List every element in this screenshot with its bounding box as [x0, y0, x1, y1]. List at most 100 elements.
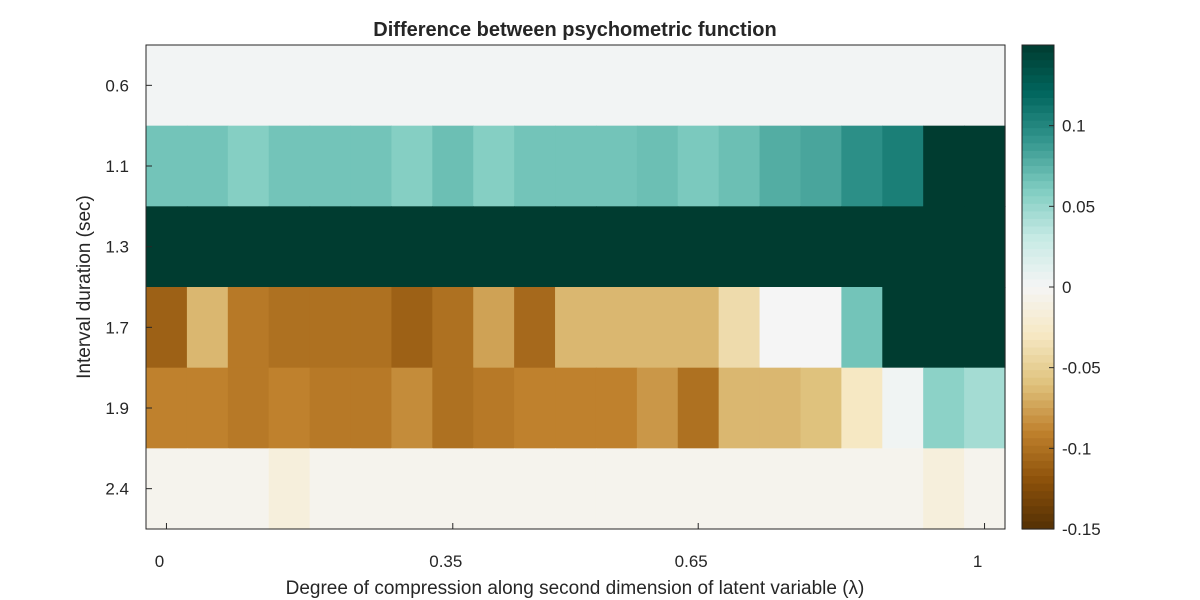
colorbar-tick-label: 0.05	[1062, 197, 1095, 216]
heatmap-cell	[636, 45, 679, 127]
colorbar-segment	[1022, 491, 1054, 500]
heatmap-cell	[718, 287, 761, 369]
heatmap-cell	[432, 206, 474, 288]
colorbar-segment	[1022, 430, 1054, 439]
colorbar-tick-label: -0.05	[1062, 359, 1101, 378]
colorbar-segment	[1022, 392, 1054, 402]
heatmap-cell	[841, 448, 883, 530]
colorbar-segment	[1022, 468, 1054, 477]
heatmap-cell	[555, 206, 597, 288]
heatmap-cell	[759, 448, 802, 530]
heatmap-cell	[882, 367, 924, 449]
heatmap-cell	[473, 45, 515, 127]
heatmap-cell	[227, 287, 270, 369]
heatmap-cell	[595, 287, 638, 369]
heatmap-cell	[186, 206, 229, 288]
heatmap-cell	[432, 45, 474, 127]
colorbar-segment	[1022, 377, 1054, 386]
colorbar-segment	[1022, 513, 1054, 523]
colorbar-segment	[1022, 90, 1054, 99]
heatmap-cell	[227, 367, 270, 449]
y-axis-ticks: 0.6 1.1 1.3 1.7 1.9 2.4	[105, 76, 152, 499]
heatmap-cell	[677, 45, 720, 127]
heatmap-cell	[514, 45, 556, 127]
colorbar-segment	[1022, 143, 1054, 152]
heatmap-cell	[391, 448, 433, 530]
heatmap-cell	[350, 45, 393, 127]
heatmap-cell	[964, 125, 1006, 207]
heatmap-cell	[432, 448, 474, 530]
heatmap-cell	[759, 206, 802, 288]
heatmap-cell	[800, 125, 842, 207]
heatmap-cell	[268, 448, 311, 530]
colorbar-segment	[1022, 400, 1054, 409]
heatmap-cell	[514, 287, 556, 369]
heatmap-cell	[800, 367, 842, 449]
heatmap-cell	[882, 125, 924, 207]
heatmap-cell	[555, 367, 597, 449]
heatmap-cell	[636, 448, 679, 530]
heatmap-cell	[636, 125, 679, 207]
y-tick-label: 0.6	[105, 76, 129, 95]
colorbar-segment	[1022, 309, 1054, 318]
heatmap-cell	[759, 125, 802, 207]
colorbar-segment	[1022, 113, 1054, 122]
heatmap-cell	[350, 448, 393, 530]
heatmap-cell	[186, 287, 229, 369]
heatmap-cell	[923, 448, 965, 530]
heatmap-cell	[964, 448, 1006, 530]
y-tick-label: 1.1	[105, 157, 129, 176]
colorbar-segment	[1022, 97, 1054, 107]
heatmap-cell	[800, 448, 842, 530]
heatmap-cell	[964, 367, 1006, 449]
heatmap-cell	[473, 448, 515, 530]
colorbar-segment	[1022, 218, 1054, 228]
heatmap-cell	[350, 206, 393, 288]
colorbar-segment	[1022, 249, 1054, 258]
heatmap-cell	[432, 287, 474, 369]
colorbar-segment	[1022, 423, 1054, 432]
colorbar-tick-label: -0.1	[1062, 439, 1091, 458]
heatmap-cell	[800, 45, 842, 127]
heatmap-cell	[309, 367, 352, 449]
colorbar-segment	[1022, 279, 1054, 288]
heatmap-cell	[595, 367, 638, 449]
heatmap-cell	[473, 206, 515, 288]
plot-area-border	[145, 44, 1006, 530]
heatmap-cell	[555, 287, 597, 369]
heatmap-cell	[186, 367, 229, 449]
colorbar-segment	[1022, 52, 1054, 61]
colorbar-segment	[1022, 67, 1054, 76]
colorbar-segment	[1022, 385, 1054, 394]
heatmap-cell	[841, 206, 883, 288]
colorbar-segment	[1022, 105, 1054, 114]
colorbar-tick-label: 0.1	[1062, 117, 1086, 136]
colorbar-segment	[1022, 82, 1054, 91]
heatmap-cell	[473, 287, 515, 369]
heatmap-cell	[718, 367, 761, 449]
colorbar-segment	[1022, 45, 1054, 54]
y-tick-label: 2.4	[105, 480, 129, 499]
heatmap-cell	[227, 206, 270, 288]
colorbar-tick-label: -0.15	[1062, 520, 1101, 539]
heatmap-cell	[268, 45, 311, 127]
colorbar-segment	[1022, 438, 1054, 447]
heatmap-cell	[964, 287, 1006, 369]
colorbar-segment	[1022, 158, 1054, 167]
colorbar-segment	[1022, 317, 1054, 326]
x-tick-label: 0	[155, 552, 164, 571]
heatmap-cell	[268, 367, 311, 449]
heatmap-cell	[514, 448, 556, 530]
heatmap-cells	[146, 45, 1006, 530]
heatmap-cell	[759, 45, 802, 127]
colorbar-segment	[1022, 476, 1054, 485]
heatmap-cell	[677, 287, 720, 369]
heatmap-cell	[964, 206, 1006, 288]
x-tick-label: 1	[973, 552, 982, 571]
colorbar-segment	[1022, 324, 1054, 333]
heatmap-cell	[146, 206, 188, 288]
heatmap-cell	[146, 367, 188, 449]
heatmap-cell	[636, 206, 679, 288]
heatmap-cell	[923, 287, 965, 369]
